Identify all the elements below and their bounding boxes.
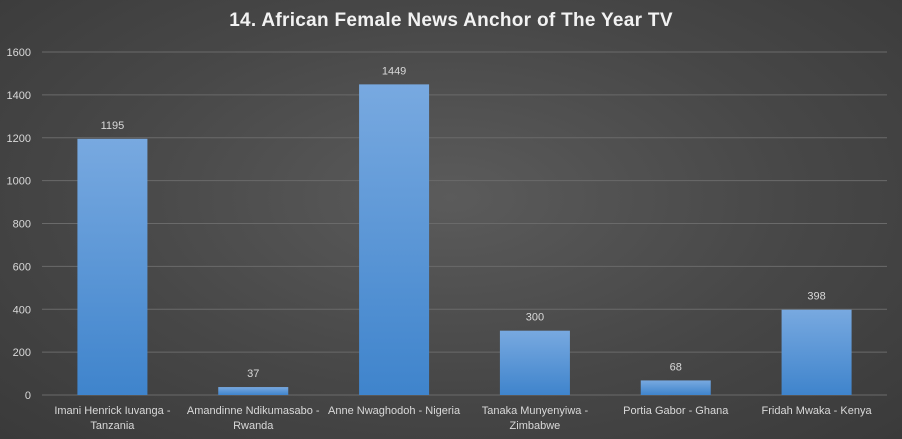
y-tick-label: 200: [13, 347, 31, 359]
y-axis-ticks: 0 200 400 600 800 1000 1200 1400 1600: [7, 47, 31, 402]
data-label: 1449: [382, 65, 406, 77]
x-category-label: Imani Henrick Iuvanga -Tanzania: [54, 405, 170, 432]
data-label: 68: [670, 361, 682, 373]
y-tick-label: 1200: [7, 133, 31, 145]
x-category-label: Amandinne Ndikumasabo -Rwanda: [187, 405, 320, 432]
bars: [77, 84, 852, 395]
bar: [218, 387, 289, 395]
y-tick-label: 600: [13, 261, 31, 273]
y-tick-label: 1000: [7, 176, 31, 188]
gridlines: [42, 51, 887, 396]
bar: [640, 380, 711, 395]
data-label: 398: [807, 291, 825, 303]
x-category-label: Anne Nwaghodoh - Nigeria: [328, 405, 461, 417]
data-label: 37: [247, 368, 259, 380]
data-label: 1195: [101, 120, 125, 132]
y-tick-label: 800: [13, 219, 31, 231]
y-tick-label: 1600: [7, 47, 31, 59]
bar: [77, 138, 148, 395]
x-axis-categories: Imani Henrick Iuvanga -Tanzania Amandinne…: [54, 405, 872, 432]
x-category-label: Portia Gabor - Ghana: [623, 405, 729, 417]
y-tick-label: 0: [25, 390, 31, 402]
data-label: 300: [526, 312, 544, 324]
y-tick-label: 400: [13, 304, 31, 316]
data-labels: 1195 37 1449 300 68 398: [101, 65, 826, 380]
chart-title: 14. African Female News Anchor of The Ye…: [229, 10, 673, 31]
bar: [499, 330, 570, 395]
y-tick-label: 1400: [7, 90, 31, 102]
x-category-label: Tanaka Munyenyiwa -Zimbabwe: [482, 405, 589, 432]
bar: [781, 309, 852, 395]
bar: [359, 84, 430, 395]
x-category-label: Fridah Mwaka - Kenya: [762, 405, 873, 417]
